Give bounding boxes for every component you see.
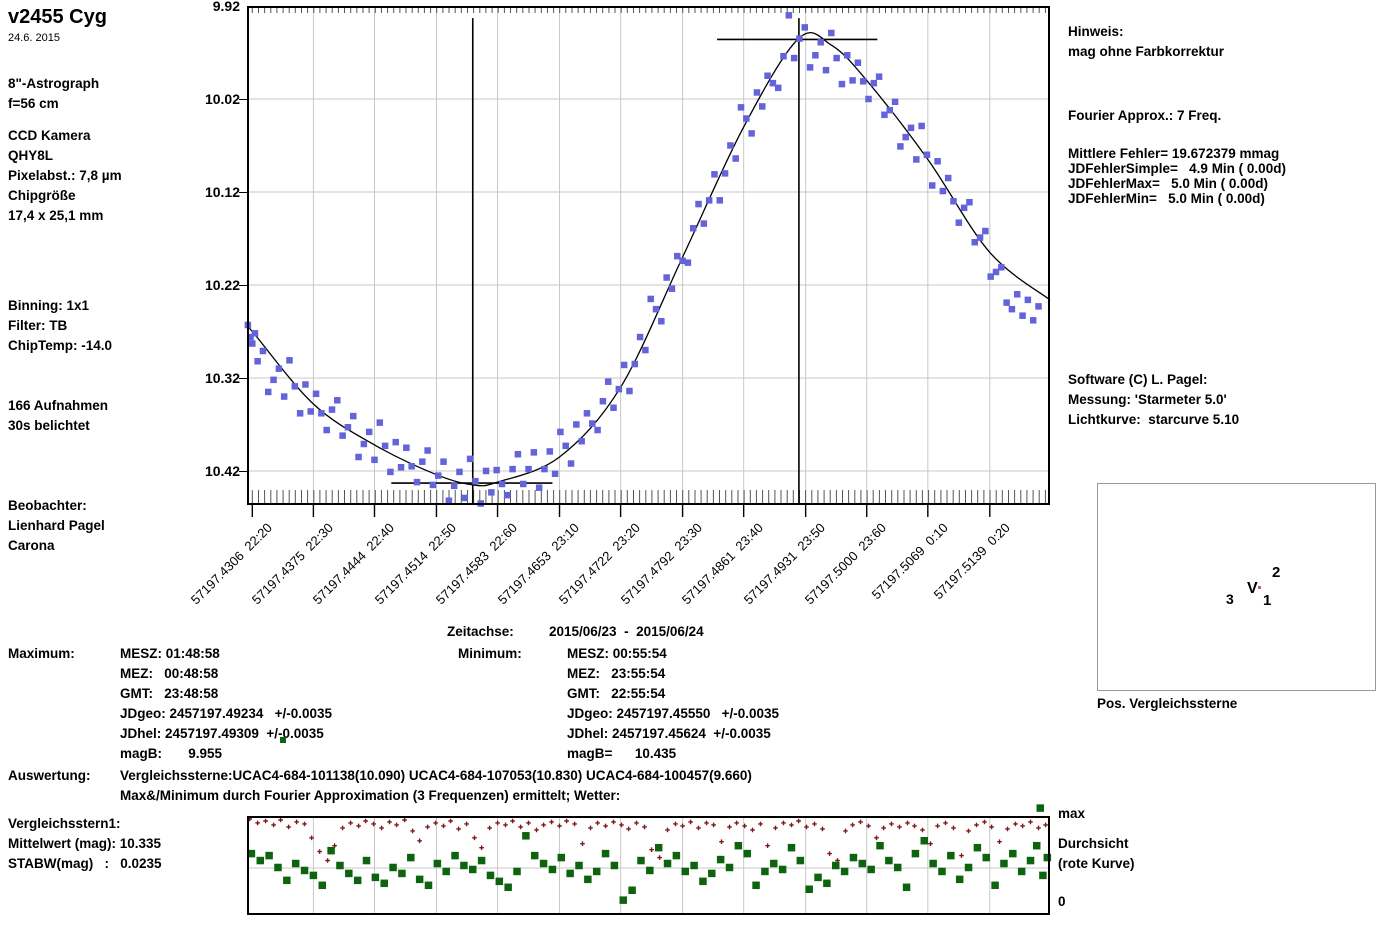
observer-info: Beobachter: Lienhard Pagel Carona (8, 496, 105, 556)
text-line: Binning: 1x1 (8, 298, 90, 313)
text-line: Max&/Minimum durch Fourier Approximation… (120, 788, 621, 803)
text-line: f=56 cm (8, 96, 59, 111)
text-line: Hinweis: (1068, 24, 1124, 39)
text-line: magB= 10.435 (567, 746, 677, 761)
panel-rote-kurve-label: (rote Kurve) (1058, 856, 1135, 871)
text-line: GMT: 22:55:54 (567, 686, 666, 701)
y-tick-label: 9.92 (212, 0, 240, 14)
text-line: GMT: 23:48:58 (120, 686, 219, 701)
y-tick-label: 10.02 (204, 90, 240, 107)
text-line: CCD Kamera (8, 128, 91, 143)
text-line: Chipgröße (8, 188, 76, 203)
software-info: Software (C) L. Pagel: Messung: 'Starmete… (1068, 370, 1239, 430)
text-line: JDFehlerMax= 5.0 Min ( 0.00d) (1068, 176, 1268, 191)
maximum-label: Maximum: (8, 646, 75, 661)
y-outer-tick (239, 470, 247, 472)
text-line: JDhel: 2457197.49309 +/-0.0035 (120, 726, 324, 741)
text-line: MESZ: 01:48:58 (120, 646, 220, 661)
settings-info: Binning: 1x1 Filter: TB ChipTemp: -14.0 (8, 296, 112, 356)
text-line: QHY8L (8, 148, 54, 163)
zeitachse-label: Zeitachse: (447, 624, 514, 639)
main-chart-svg (244, 6, 1051, 517)
text-line: Beobachter: (8, 498, 87, 513)
text-line: Messung: 'Starmeter 5.0' (1068, 392, 1227, 407)
text-line: JDhel: 2457197.45624 +/-0.0035 (567, 726, 771, 741)
text-line: JDFehlerSimple= 4.9 Min ( 0.00d) (1068, 161, 1286, 176)
minimum-label: Minimum: (458, 646, 522, 661)
panel-durchsicht-label: Durchsicht (1058, 836, 1129, 851)
page-title: v2455 Cyg (8, 6, 107, 28)
telescope-info: 8"-Astrograph f=56 cm (8, 74, 99, 114)
panel-max-label: max (1058, 806, 1086, 821)
text-line: 30s belichtet (8, 418, 90, 433)
text-line: Lienhard Pagel (8, 518, 105, 533)
pos-box-caption: Pos. Vergleichssterne (1097, 696, 1238, 711)
variable-star-dot (1258, 586, 1261, 589)
auswertung-label: Auswertung: (8, 768, 91, 783)
main-chart (244, 6, 1051, 520)
text-line: Carona (8, 538, 55, 553)
text-line: JDgeo: 2457197.49234 +/-0.0035 (120, 706, 333, 721)
text-line: Mittlere Fehler= 19.672379 mmag (1068, 146, 1280, 161)
transparency-panel (247, 804, 1052, 915)
star-label-3: 3 (1226, 591, 1234, 607)
text-line: MEZ: 00:48:58 (120, 666, 219, 681)
text-line: 166 Aufnahmen (8, 398, 109, 413)
y-outer-tick (239, 98, 247, 100)
text-line: Filter: TB (8, 318, 68, 333)
text-line: ChipTemp: -14.0 (8, 338, 113, 353)
y-tick-label: 10.22 (204, 276, 240, 293)
maximum-values: MESZ: 01:48:58 MEZ: 00:48:58 GMT: 23:48:58… (120, 644, 332, 764)
star-label-1: 1 (1263, 592, 1272, 609)
auswertung-lines: Vergleichssterne:UCAC4-684-101138(10.090… (120, 766, 752, 806)
zeitachse-value: 2015/06/23 - 2015/06/24 (549, 624, 704, 639)
minimum-values: MESZ: 00:55:54 MEZ: 23:55:54 GMT: 22:55:54… (567, 644, 779, 764)
text-line: Vergleichsstern1: (8, 816, 121, 831)
report-date: 24.6. 2015 (8, 32, 60, 44)
text-line: JDgeo: 2457197.45550 +/-0.0035 (567, 706, 780, 721)
text-line: 8"-Astrograph (8, 76, 100, 91)
text-line: MESZ: 00:55:54 (567, 646, 667, 661)
text-line: 17,4 x 25,1 mm (8, 208, 104, 223)
star-label-2: 2 (1272, 564, 1281, 581)
fourier-info: Fourier Approx.: 7 Freq. (1068, 108, 1222, 123)
error-stats: Mittlere Fehler= 19.672379 mmag JDFehlerS… (1068, 146, 1286, 206)
exposure-info: 166 Aufnahmen 30s belichtet (8, 396, 108, 436)
text-line: JDFehlerMin= 5.0 Min ( 0.00d) (1068, 191, 1265, 206)
y-outer-tick (239, 191, 247, 193)
star-label-v: V (1247, 580, 1258, 597)
text-line: Mittelwert (mag): 10.335 (8, 836, 162, 851)
y-tick-label: 10.12 (204, 183, 240, 200)
hint-note: Hinweis: mag ohne Farbkorrektur (1068, 22, 1224, 62)
text-line: Software (C) L. Pagel: (1068, 372, 1208, 387)
text-line: STABW(mag) : 0.0235 (8, 856, 162, 871)
y-outer-tick (239, 377, 247, 379)
camera-info: CCD Kamera QHY8L Pixelabst.: 7,8 µm Chipgrö… (8, 126, 122, 226)
y-tick-label: 10.42 (204, 462, 240, 479)
transparency-panel-svg (247, 804, 1052, 915)
text-line: MEZ: 23:55:54 (567, 666, 666, 681)
text-line: Vergleichssterne:UCAC4-684-101138(10.090… (120, 768, 752, 783)
comparison-star-stats: Vergleichsstern1: Mittelwert (mag): 10.33… (8, 814, 162, 874)
y-outer-tick (239, 284, 247, 286)
text-line: magB: 9.955 (120, 746, 223, 761)
text-line: Lichtkurve: starcurve 5.10 (1068, 412, 1240, 427)
y-tick-label: 10.32 (204, 369, 240, 386)
text-line: Pixelabst.: 7,8 µm (8, 168, 122, 183)
stray-green-marker (280, 737, 286, 743)
panel-zero-label: 0 (1058, 894, 1066, 909)
text-line: mag ohne Farbkorrektur (1068, 44, 1225, 59)
